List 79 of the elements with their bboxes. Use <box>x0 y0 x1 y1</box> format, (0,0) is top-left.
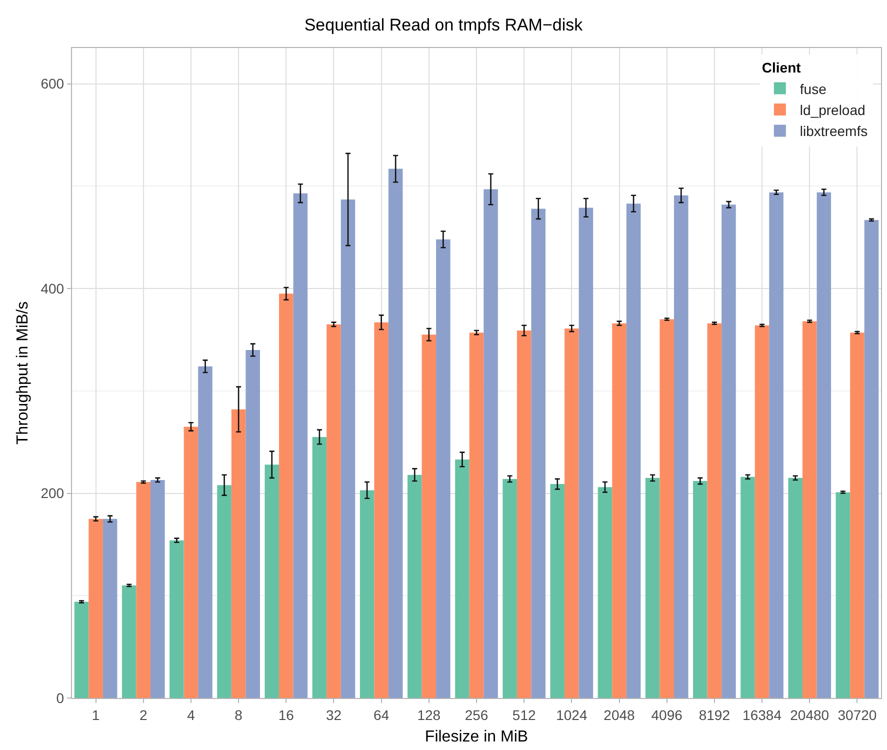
bar <box>388 168 403 698</box>
bar <box>279 294 294 698</box>
bar <box>122 585 136 698</box>
bar <box>674 195 688 698</box>
y-tick-label: 600 <box>40 76 64 92</box>
bar <box>693 480 708 698</box>
bar <box>564 328 579 698</box>
x-tick-label: 2048 <box>604 706 636 723</box>
bar <box>198 366 212 698</box>
x-axis-title: Filesize in MiB <box>424 728 528 746</box>
y-axis-title: Throughput in MiB/s <box>14 301 32 445</box>
bar <box>788 478 802 698</box>
bar <box>231 409 246 698</box>
bar <box>754 325 770 698</box>
x-tick-label: 1 <box>92 706 100 723</box>
bar <box>150 480 165 698</box>
bar <box>722 204 736 698</box>
bar <box>184 426 198 698</box>
x-tick-label: 256 <box>464 706 488 723</box>
chart-title: Sequential Read on tmpfs RAM−disk <box>304 16 584 35</box>
bar <box>516 330 532 698</box>
x-tick-label: 2 <box>139 706 148 723</box>
bar <box>836 492 850 698</box>
x-tick-label: 4096 <box>651 706 683 723</box>
bar <box>422 334 436 698</box>
bar <box>326 324 341 698</box>
bar <box>802 321 817 698</box>
bar <box>816 192 832 698</box>
bar <box>660 319 674 698</box>
bar <box>88 518 103 698</box>
bar <box>864 220 879 698</box>
bar <box>612 323 626 698</box>
x-tick-label: 4 <box>187 706 196 723</box>
bar <box>550 484 565 698</box>
bar <box>484 189 498 698</box>
bar <box>293 193 308 698</box>
x-tick-label: 8 <box>234 706 243 723</box>
bar <box>170 540 184 698</box>
bar <box>645 478 660 698</box>
bar <box>360 490 374 698</box>
bar <box>707 323 722 698</box>
bar <box>740 476 755 698</box>
x-tick-label: 32 <box>326 706 342 723</box>
bar <box>469 332 484 698</box>
bar <box>312 436 327 698</box>
bar <box>626 204 641 698</box>
legend-label: ld_preload <box>800 102 866 118</box>
x-tick-label: 16384 <box>742 706 782 723</box>
x-tick-label: 64 <box>374 706 390 723</box>
bar <box>340 200 356 698</box>
x-tick-label: 512 <box>512 706 536 723</box>
bar <box>408 474 422 698</box>
bar <box>436 239 450 698</box>
bar <box>578 208 594 698</box>
bar <box>769 192 784 698</box>
bar <box>102 518 118 698</box>
legend-title: Client <box>762 60 802 76</box>
bar <box>264 464 280 698</box>
bar <box>374 322 388 698</box>
x-tick-label: 16 <box>278 706 294 723</box>
x-tick-label: 20480 <box>790 706 830 723</box>
y-tick-label: 0 <box>56 690 64 706</box>
x-tick-label: 8192 <box>698 706 730 723</box>
bar <box>531 208 546 698</box>
x-tick-label: 128 <box>417 706 441 723</box>
y-tick-label: 200 <box>40 485 64 502</box>
x-tick-label: 1024 <box>556 706 588 723</box>
x-tick-label: 30720 <box>838 706 877 723</box>
bar <box>598 487 612 698</box>
bar <box>74 602 89 698</box>
bar <box>455 460 470 698</box>
legend-label: fuse <box>800 80 827 97</box>
bar <box>217 485 232 698</box>
bar <box>136 482 151 698</box>
bar <box>246 350 260 698</box>
bar <box>502 478 517 698</box>
y-tick-label: 400 <box>40 280 64 296</box>
bar <box>850 332 864 698</box>
legend-label: libxtreemfs <box>800 123 868 140</box>
